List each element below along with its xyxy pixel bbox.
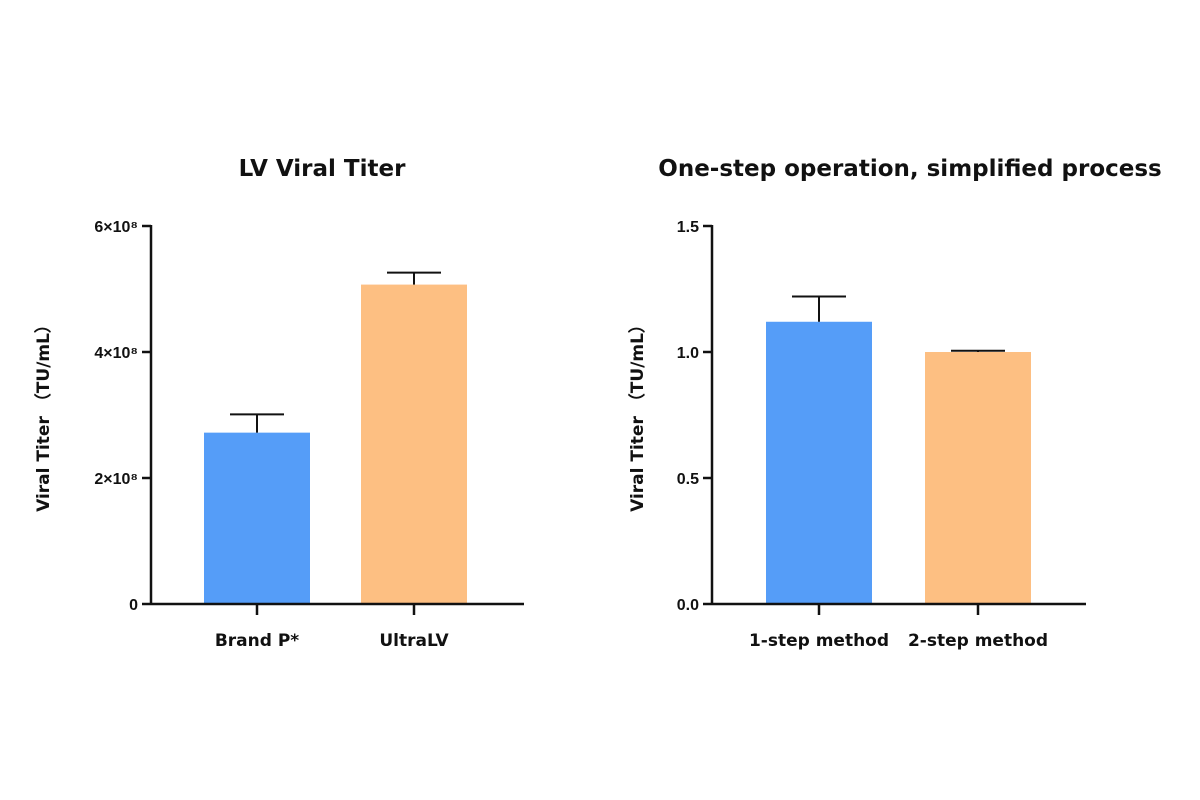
y-tick-label: 2×10⁸ bbox=[94, 471, 138, 488]
y-tick-label: 0 bbox=[129, 597, 138, 614]
y-tick-label: 1.5 bbox=[677, 219, 699, 236]
y-tick-label: 0.0 bbox=[677, 597, 699, 614]
y-tick-label: 1.0 bbox=[677, 345, 699, 362]
chart-panel-lv-viral-titer: LV Viral Titer Viral Titer （TU/mL） 0 2×10… bbox=[33, 156, 524, 651]
chart-title: LV Viral Titer bbox=[239, 156, 406, 182]
x-tick-label: 2-step method bbox=[908, 631, 1048, 651]
bar-1 bbox=[925, 352, 1031, 604]
bar-0 bbox=[766, 321, 872, 604]
x-tick-label: UltraLV bbox=[379, 631, 449, 651]
y-axis-label: Viral Titer （TU/mL） bbox=[627, 316, 648, 512]
chart-title: One-step operation, simplified process bbox=[658, 156, 1161, 182]
y-tick-label: 4×10⁸ bbox=[94, 345, 138, 362]
x-tick-label: 1-step method bbox=[749, 631, 889, 651]
y-tick-label: 6×10⁸ bbox=[94, 219, 138, 236]
bar-0 bbox=[204, 432, 310, 604]
chart-panel-one-step-operation: One-step operation, simplified process V… bbox=[627, 156, 1162, 651]
bar-1 bbox=[361, 284, 467, 604]
y-tick-label: 0.5 bbox=[677, 471, 699, 488]
y-axis-label: Viral Titer （TU/mL） bbox=[33, 316, 54, 512]
x-tick-label: Brand P* bbox=[215, 631, 299, 651]
